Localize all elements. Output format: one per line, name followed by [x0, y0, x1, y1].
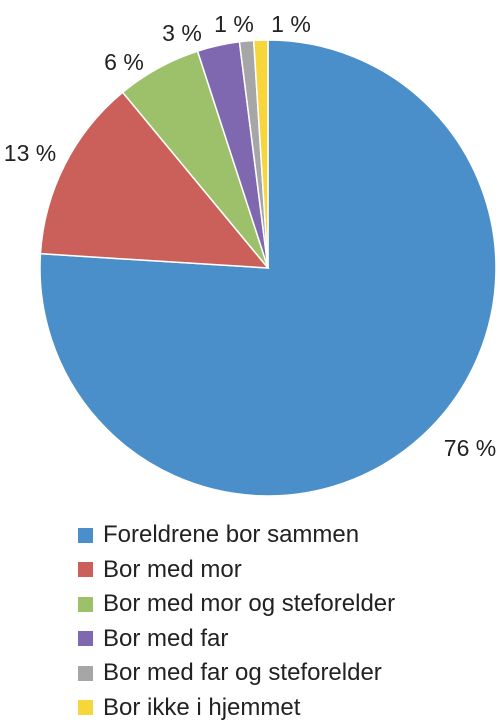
legend-swatch	[78, 596, 93, 612]
data-label-6: 1 %	[271, 11, 311, 37]
pie-slice-2	[39, 91, 270, 269]
legend-label: Foreldrene bor sammen	[103, 521, 360, 549]
legend-item: Bor med far og steforelder	[78, 656, 395, 691]
pie-chart: 76 % 13 % 6 % 3 % 1 % 1 %	[4, 11, 497, 497]
data-label-1: 76 %	[444, 435, 496, 461]
legend-item: Bor ikke i hjemmet	[78, 691, 395, 726]
legend-label: Bor ikke i hjemmet	[103, 693, 301, 721]
data-label-4: 3 %	[162, 20, 202, 46]
legend-item: Bor med far	[78, 622, 395, 657]
data-label-2: 13 %	[4, 140, 56, 166]
pie-slice-6	[252, 39, 269, 269]
legend-swatch	[78, 700, 93, 716]
chart-legend: Foreldrene bor sammen Bor med mor Bor med …	[78, 518, 395, 725]
legend-swatch	[78, 527, 93, 543]
legend-label: Bor med far	[103, 624, 229, 652]
legend-item: Foreldrene bor sammen	[78, 518, 395, 553]
pie-slice-1	[39, 39, 497, 497]
legend-item: Bor med mor	[78, 553, 395, 588]
data-label-3: 6 %	[104, 49, 144, 75]
legend-label: Bor med mor	[103, 555, 242, 583]
legend-item: Bor med mor og steforelder	[78, 587, 395, 622]
legend-swatch	[78, 562, 93, 578]
data-label-5: 1 %	[214, 11, 254, 37]
legend-swatch	[78, 665, 93, 681]
legend-label: Bor med mor og steforelder	[103, 590, 396, 618]
legend-label: Bor med far og steforelder	[103, 659, 382, 687]
legend-swatch	[78, 631, 93, 647]
